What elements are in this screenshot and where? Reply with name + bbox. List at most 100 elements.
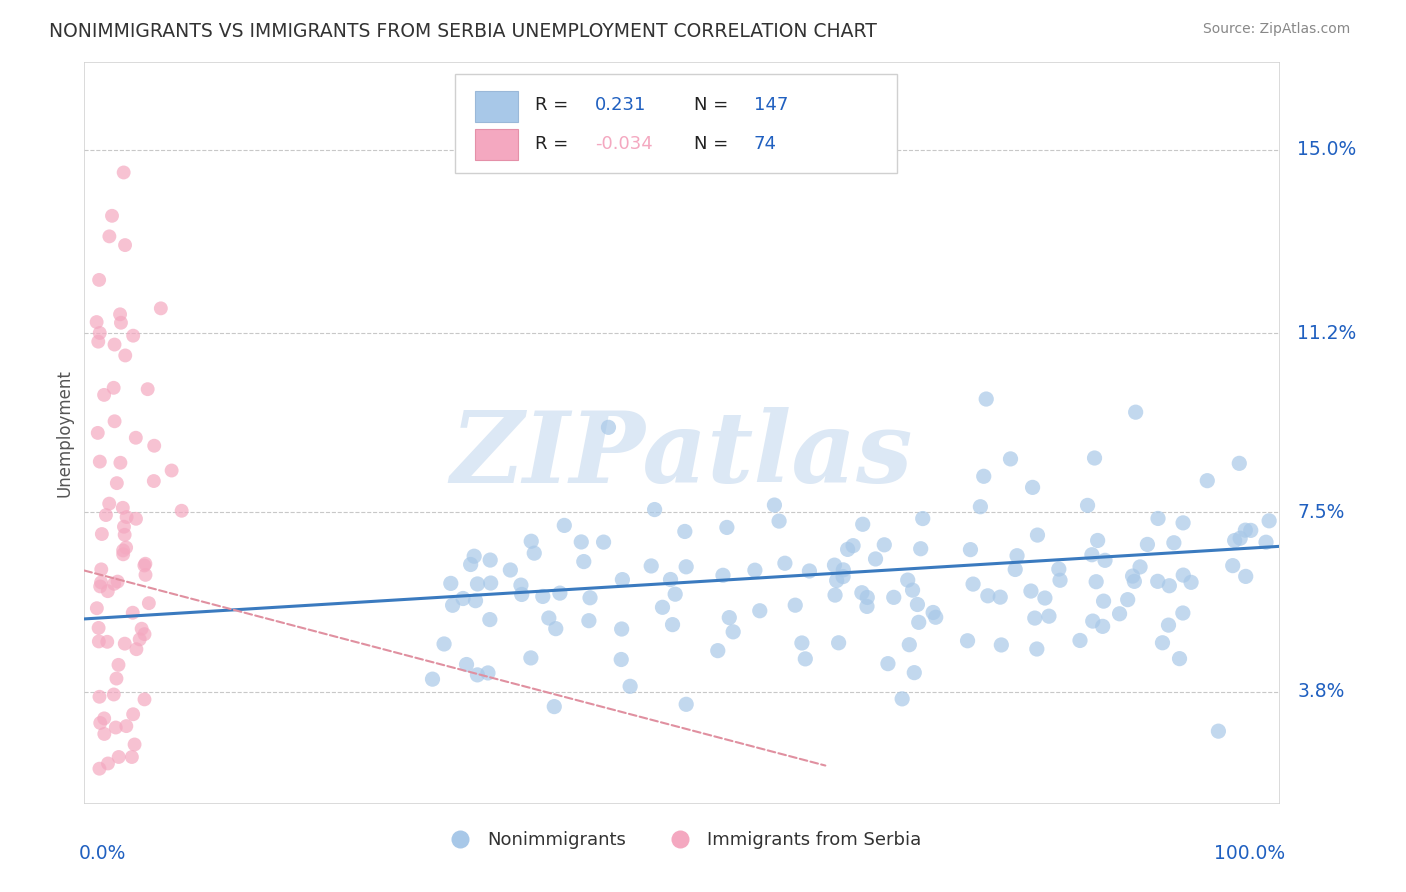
Point [619, 679, 641, 693]
Point [922, 606, 945, 620]
Text: 15.0%: 15.0% [1298, 140, 1357, 159]
Point [1171, 516, 1194, 530]
Point [86, 315, 108, 329]
Point [824, 558, 846, 573]
Point [440, 576, 463, 591]
Point [111, 500, 134, 515]
Point [467, 668, 489, 682]
Point [1026, 528, 1049, 542]
Point [1258, 514, 1281, 528]
Point [112, 543, 135, 558]
Text: R =: R = [534, 96, 568, 114]
Text: Source: ZipAtlas.com: Source: ZipAtlas.com [1202, 22, 1350, 37]
Point [856, 591, 879, 605]
Point [89, 579, 111, 593]
Point [89, 690, 111, 704]
Point [1146, 574, 1168, 589]
Point [1168, 651, 1191, 665]
Point [105, 476, 128, 491]
Point [651, 600, 673, 615]
Point [441, 599, 464, 613]
Point [1223, 533, 1246, 548]
Point [579, 591, 602, 605]
Point [136, 382, 159, 396]
Point [744, 563, 766, 577]
Point [763, 498, 786, 512]
Point [910, 541, 932, 556]
Point [907, 615, 929, 630]
Point [1083, 450, 1105, 465]
Point [907, 598, 929, 612]
Point [659, 573, 682, 587]
Point [96, 635, 118, 649]
Point [1123, 574, 1146, 589]
Text: 3.8%: 3.8% [1298, 682, 1344, 701]
Point [1047, 562, 1070, 576]
Point [464, 593, 486, 607]
Point [1147, 511, 1170, 525]
Point [773, 556, 796, 570]
Text: 11.2%: 11.2% [1298, 324, 1357, 343]
Point [572, 555, 595, 569]
Point [115, 541, 138, 555]
Point [969, 500, 991, 514]
Point [1227, 456, 1250, 470]
Point [520, 534, 543, 549]
Point [125, 642, 148, 657]
Text: R =: R = [534, 135, 568, 153]
Point [610, 652, 633, 666]
Point [1163, 535, 1185, 549]
Point [160, 463, 183, 477]
Point [170, 504, 193, 518]
Point [467, 577, 489, 591]
Point [640, 558, 662, 573]
Point [510, 578, 533, 592]
Point [478, 613, 501, 627]
Point [477, 665, 499, 680]
Point [93, 711, 115, 725]
Point [721, 624, 744, 639]
Point [89, 454, 111, 468]
Point [103, 688, 125, 702]
Point [1000, 451, 1022, 466]
Point [115, 510, 138, 524]
Point [103, 381, 125, 395]
Point [1005, 549, 1028, 563]
Point [832, 563, 855, 577]
Point [891, 691, 914, 706]
Text: NONIMMIGRANTS VS IMMIGRANTS FROM SERBIA UNEMPLOYMENT CORRELATION CHART: NONIMMIGRANTS VS IMMIGRANTS FROM SERBIA … [49, 22, 877, 41]
Point [1234, 569, 1257, 583]
Point [107, 657, 129, 672]
Point [114, 238, 136, 252]
Point [956, 633, 979, 648]
Point [143, 439, 166, 453]
Point [520, 651, 543, 665]
Point [959, 542, 981, 557]
Point [1038, 609, 1060, 624]
Point [768, 514, 790, 528]
Point [1173, 568, 1195, 582]
Point [897, 573, 920, 587]
Point [134, 557, 156, 571]
Point [87, 425, 110, 440]
Point [107, 750, 129, 764]
Point [108, 307, 131, 321]
Point [134, 692, 156, 706]
Point [977, 589, 1000, 603]
Point [827, 636, 849, 650]
Point [962, 577, 984, 591]
Point [1254, 535, 1277, 549]
Point [598, 420, 620, 434]
Point [479, 553, 502, 567]
Point [718, 610, 741, 624]
Point [105, 672, 128, 686]
Point [510, 587, 533, 601]
Point [112, 547, 135, 561]
Point [93, 727, 115, 741]
Text: 100.0%: 100.0% [1215, 844, 1285, 863]
Point [790, 636, 813, 650]
Point [460, 558, 482, 572]
Point [716, 520, 738, 534]
Point [98, 229, 121, 244]
Point [1085, 574, 1108, 589]
